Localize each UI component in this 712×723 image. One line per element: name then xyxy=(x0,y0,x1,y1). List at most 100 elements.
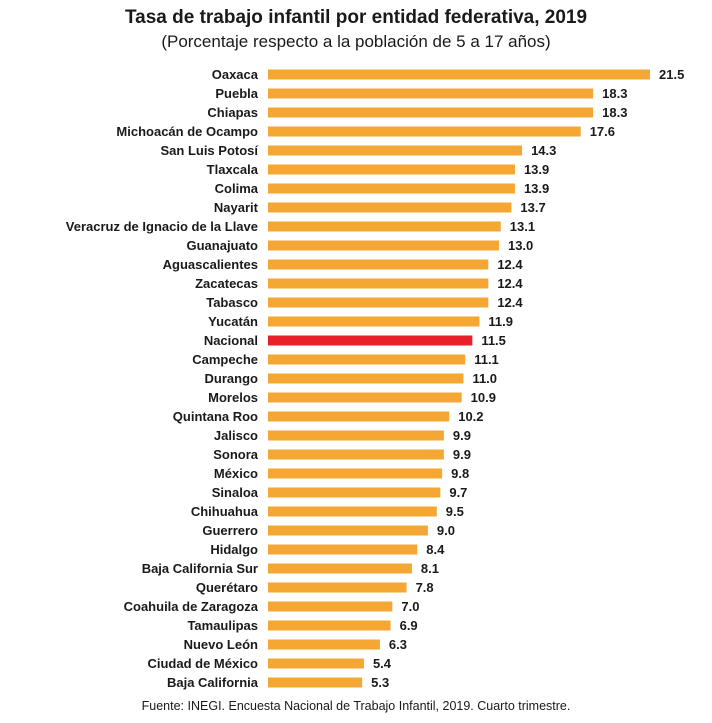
category-label: Guerrero xyxy=(202,523,258,538)
value-label: 13.1 xyxy=(510,219,535,234)
value-label: 11.1 xyxy=(474,352,499,367)
value-label: 13.9 xyxy=(524,181,549,196)
bar xyxy=(268,449,444,460)
bar xyxy=(268,468,443,479)
value-label: 9.5 xyxy=(446,504,464,519)
value-label: 13.9 xyxy=(524,162,549,177)
bar xyxy=(268,430,444,441)
bar xyxy=(268,202,512,213)
category-label: Veracruz de Ignacio de la Llave xyxy=(66,219,258,234)
chart-subtitle: (Porcentaje respecto a la población de 5… xyxy=(161,32,551,51)
value-label: 10.9 xyxy=(471,390,496,405)
category-label: Yucatán xyxy=(208,314,258,329)
value-label: 5.3 xyxy=(371,675,389,690)
bar xyxy=(268,601,393,612)
value-label: 6.9 xyxy=(400,618,418,633)
value-label: 12.4 xyxy=(497,257,523,272)
category-label: Tlaxcala xyxy=(207,162,259,177)
category-label: Querétaro xyxy=(196,580,258,595)
bar xyxy=(268,164,515,175)
value-label: 8.4 xyxy=(426,542,445,557)
bar xyxy=(268,506,437,517)
value-label: 9.9 xyxy=(453,428,471,443)
category-label: Ciudad de México xyxy=(147,656,258,671)
category-label: Campeche xyxy=(192,352,258,367)
value-label: 7.0 xyxy=(401,599,419,614)
bar xyxy=(268,354,466,365)
bar xyxy=(268,620,391,631)
bar xyxy=(268,639,380,650)
category-label: Durango xyxy=(205,371,259,386)
value-label: 13.7 xyxy=(520,200,545,215)
value-label: 18.3 xyxy=(602,105,627,120)
bar xyxy=(268,126,581,137)
category-label: Guanajuato xyxy=(186,238,258,253)
category-label: Hidalgo xyxy=(210,542,258,557)
bar xyxy=(268,221,501,232)
value-label: 10.2 xyxy=(458,409,483,424)
value-label: 9.8 xyxy=(451,466,469,481)
bar xyxy=(268,525,428,536)
source-note: Fuente: INEGI. Encuesta Nacional de Trab… xyxy=(141,699,571,713)
value-label: 5.4 xyxy=(373,656,392,671)
bar xyxy=(268,88,594,99)
bar xyxy=(268,411,450,422)
value-label: 11.9 xyxy=(488,314,513,329)
bar xyxy=(268,107,594,118)
bar xyxy=(268,259,489,270)
category-label: Colima xyxy=(215,181,259,196)
value-label: 13.0 xyxy=(508,238,533,253)
value-label: 11.5 xyxy=(481,333,506,348)
category-label: Sonora xyxy=(213,447,259,462)
category-label: México xyxy=(214,466,258,481)
bar xyxy=(268,297,489,308)
bar xyxy=(268,582,407,593)
category-label: Chihuahua xyxy=(191,504,259,519)
category-label: Aguascalientes xyxy=(163,257,258,272)
category-label: Michoacán de Ocampo xyxy=(116,124,258,139)
value-label: 6.3 xyxy=(389,637,407,652)
category-label: Nayarit xyxy=(214,200,259,215)
category-label: Chiapas xyxy=(207,105,258,120)
bar xyxy=(268,316,480,327)
bar xyxy=(268,183,515,194)
value-label: 7.8 xyxy=(416,580,434,595)
category-label: Nuevo León xyxy=(184,637,258,652)
category-label: Puebla xyxy=(215,86,258,101)
value-label: 9.0 xyxy=(437,523,455,538)
bar xyxy=(268,145,523,156)
category-label: San Luis Potosí xyxy=(160,143,258,158)
bar xyxy=(268,373,464,384)
category-label: Coahuila de Zaragoza xyxy=(124,599,259,614)
value-label: 8.1 xyxy=(421,561,439,576)
bar xyxy=(268,544,418,555)
category-label: Baja California Sur xyxy=(142,561,258,576)
value-label: 12.4 xyxy=(497,295,523,310)
bar xyxy=(268,563,412,574)
category-label: Nacional xyxy=(204,333,258,348)
value-label: 11.0 xyxy=(472,371,497,386)
category-label: Sinaloa xyxy=(212,485,259,500)
value-label: 14.3 xyxy=(531,143,556,158)
value-label: 21.5 xyxy=(659,67,684,82)
category-label: Jalisco xyxy=(214,428,258,443)
category-label: Quintana Roo xyxy=(173,409,258,424)
value-label: 17.6 xyxy=(590,124,615,139)
category-label: Zacatecas xyxy=(195,276,258,291)
value-label: 12.4 xyxy=(497,276,523,291)
bar xyxy=(268,69,650,80)
category-label: Morelos xyxy=(208,390,258,405)
category-label: Baja California xyxy=(167,675,259,690)
category-label: Oaxaca xyxy=(212,67,259,82)
category-label: Tabasco xyxy=(206,295,258,310)
bar xyxy=(268,487,441,498)
bar-highlight xyxy=(268,335,473,346)
bar xyxy=(268,240,499,251)
bar xyxy=(268,658,364,669)
value-label: 9.7 xyxy=(449,485,467,500)
value-label: 9.9 xyxy=(453,447,471,462)
bar xyxy=(268,278,489,289)
chart-title: Tasa de trabajo infantil por entidad fed… xyxy=(124,7,588,28)
category-label: Tamaulipas xyxy=(187,618,258,633)
